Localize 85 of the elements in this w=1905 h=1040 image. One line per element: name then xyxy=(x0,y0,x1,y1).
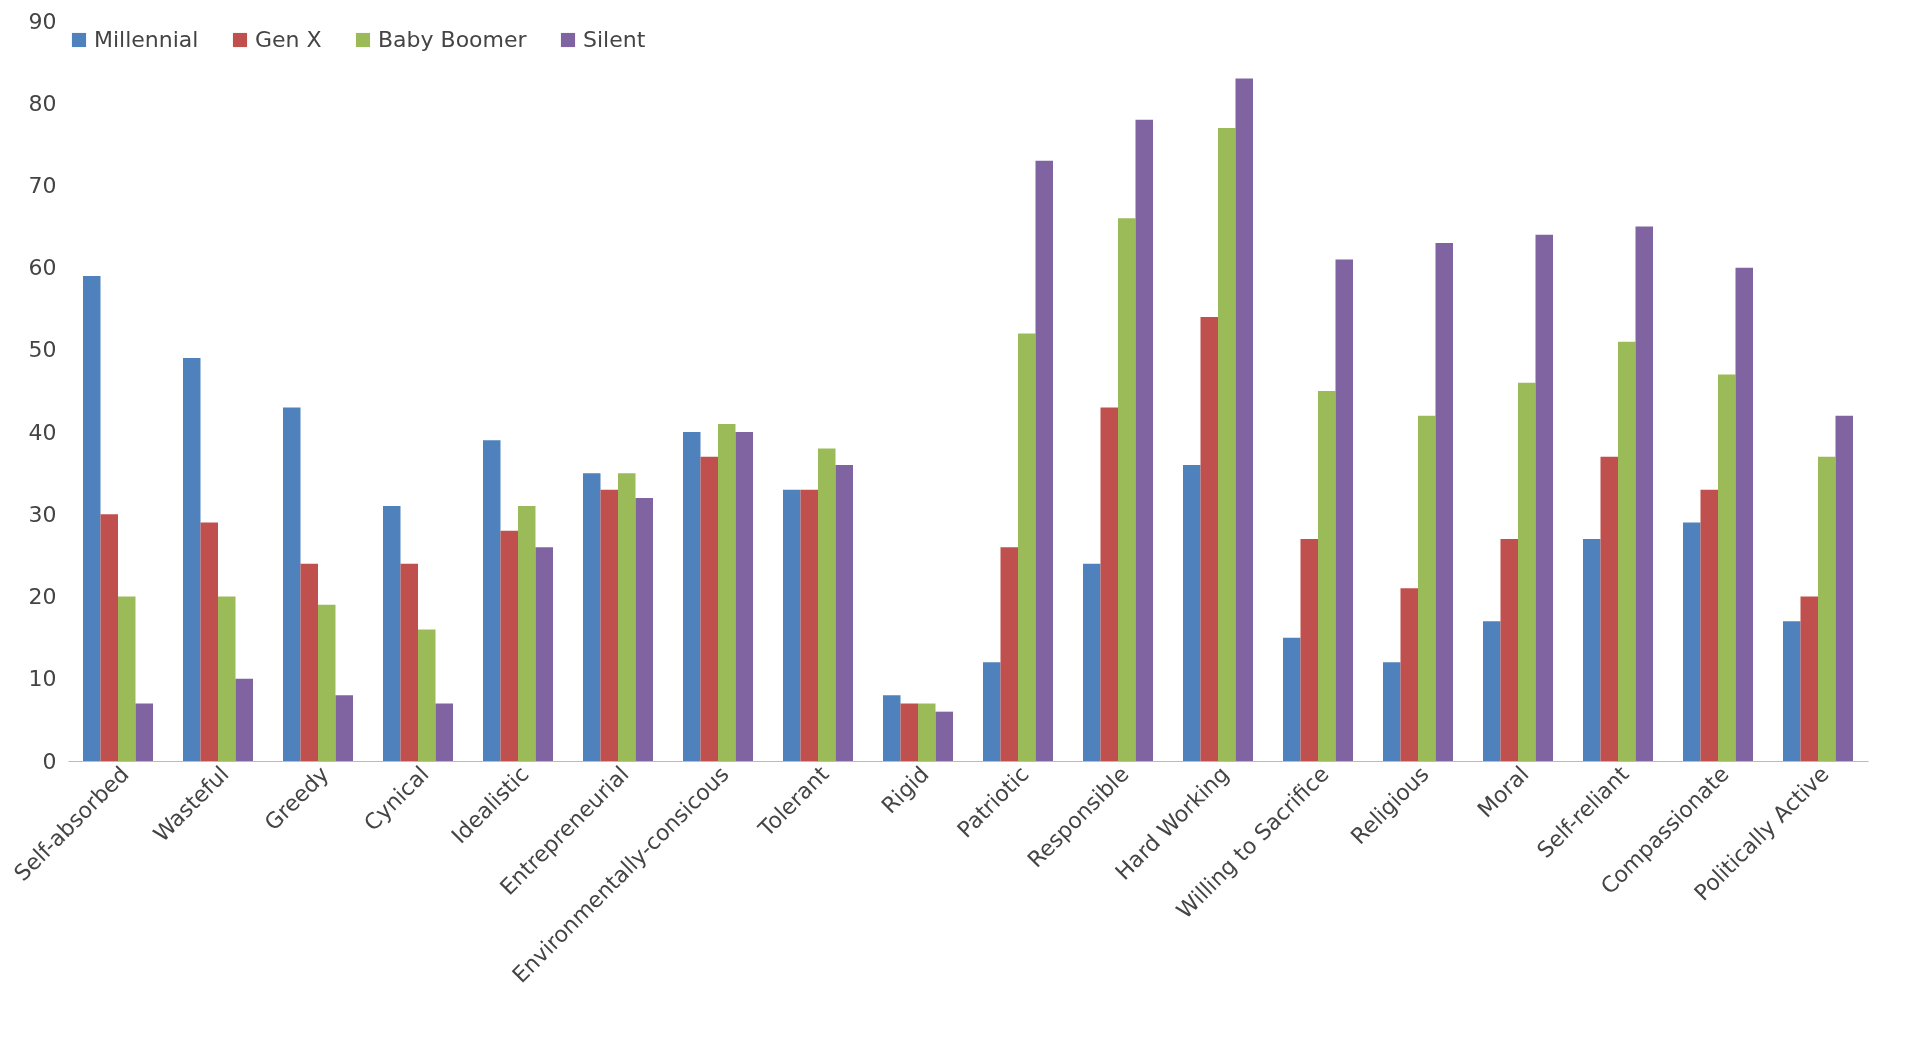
bar xyxy=(318,604,336,761)
bar xyxy=(1700,489,1718,761)
bar xyxy=(700,456,718,761)
y-tick-label: 70 xyxy=(28,172,57,198)
bar xyxy=(1518,382,1536,761)
bar xyxy=(600,489,618,761)
bar xyxy=(518,506,536,761)
bar xyxy=(983,662,1001,761)
bar xyxy=(1335,259,1353,761)
bar xyxy=(235,678,253,761)
bar xyxy=(1183,465,1201,761)
bar xyxy=(200,522,218,761)
bar xyxy=(1435,243,1453,761)
bar xyxy=(1635,226,1653,761)
bar xyxy=(1283,637,1301,761)
bar xyxy=(1100,407,1118,761)
bar xyxy=(783,489,801,761)
bar xyxy=(535,547,553,761)
bar xyxy=(1400,588,1418,761)
bar xyxy=(383,506,401,761)
bar xyxy=(935,711,953,761)
bar xyxy=(435,703,453,761)
legend-label: Gen X xyxy=(255,27,322,52)
y-tick-label: 80 xyxy=(28,90,57,116)
bar xyxy=(218,596,236,761)
bar xyxy=(1218,127,1236,761)
bar xyxy=(918,703,936,761)
bar xyxy=(500,530,518,761)
bar xyxy=(718,423,736,761)
bar xyxy=(818,448,836,761)
bar xyxy=(1300,539,1318,761)
bar xyxy=(135,703,153,761)
bar xyxy=(1818,456,1836,761)
bar xyxy=(583,473,601,761)
bar xyxy=(683,432,701,761)
bar xyxy=(183,358,201,761)
y-tick-label: 50 xyxy=(28,337,57,363)
bar xyxy=(1000,547,1018,761)
y-tick-label: 90 xyxy=(28,8,57,34)
y-tick-label: 40 xyxy=(28,419,57,445)
bar xyxy=(1235,78,1253,761)
y-tick-label: 10 xyxy=(28,666,57,692)
bar xyxy=(483,440,501,761)
bar xyxy=(283,407,301,761)
bar xyxy=(1583,539,1601,761)
bar xyxy=(400,563,418,761)
y-tick-label: 30 xyxy=(28,501,57,527)
bar xyxy=(83,275,101,761)
bar xyxy=(1118,218,1136,761)
bar xyxy=(1318,391,1336,761)
bar xyxy=(1200,317,1218,761)
bar xyxy=(1383,662,1401,761)
bar xyxy=(1018,333,1036,761)
bar xyxy=(1135,119,1153,761)
bar xyxy=(800,489,818,761)
bar xyxy=(335,695,353,761)
bar xyxy=(635,497,653,761)
bar xyxy=(100,514,118,761)
bar xyxy=(1800,596,1818,761)
bar xyxy=(1500,539,1518,761)
bar xyxy=(300,563,318,761)
bar xyxy=(1600,456,1618,761)
legend-label: Millennial xyxy=(94,27,199,52)
bar xyxy=(735,432,753,761)
bar xyxy=(1083,563,1101,761)
legend-label: Baby Boomer xyxy=(378,27,528,52)
bar xyxy=(118,596,136,761)
bar xyxy=(1418,415,1436,761)
bar xyxy=(1718,374,1736,761)
bar xyxy=(900,703,918,761)
bar xyxy=(1683,522,1701,761)
y-tick-label: 60 xyxy=(28,255,57,281)
bar xyxy=(1735,267,1753,761)
legend-label: Silent xyxy=(583,27,646,52)
bar xyxy=(1835,415,1853,761)
bar xyxy=(618,473,636,761)
y-tick-label: 20 xyxy=(28,584,57,610)
bar xyxy=(835,465,853,761)
bar xyxy=(883,695,901,761)
bar xyxy=(1483,621,1501,761)
bar xyxy=(1783,621,1801,761)
bar xyxy=(1618,341,1636,761)
bar xyxy=(418,629,436,761)
bar xyxy=(1535,234,1553,761)
bar xyxy=(1035,160,1053,761)
